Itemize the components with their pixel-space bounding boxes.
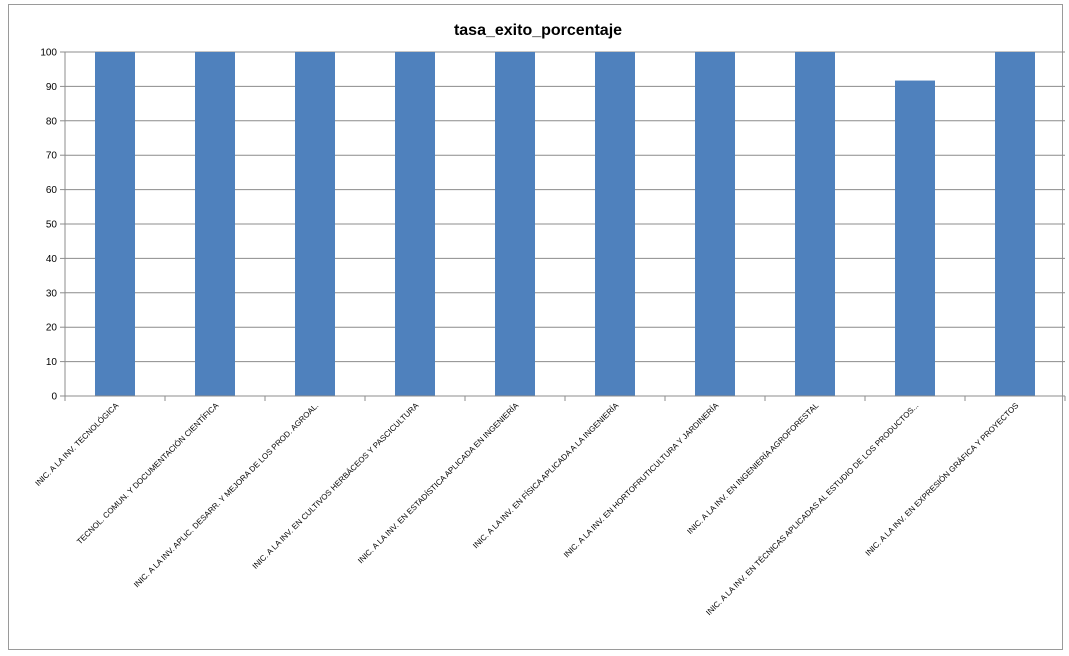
chart-title: tasa_exito_porcentaje	[454, 22, 622, 39]
bar	[695, 52, 735, 396]
bar	[595, 52, 635, 396]
y-axis-ticks: 0 10 20 30 40 50 60 70 80 90 100	[40, 48, 57, 403]
bar	[195, 52, 235, 396]
y-tick-label: 100	[40, 48, 57, 59]
x-tick-label: INIC. A LA INV. EN HORTOFRUTICULTURA Y J…	[562, 401, 721, 560]
y-tick-label: 50	[46, 220, 58, 231]
bar	[895, 80, 935, 396]
y-tick-label: 80	[46, 116, 58, 127]
x-tick-label: INIC. A LA INV. EN EXPRESIÓN GRÁFICA Y P…	[864, 401, 1021, 558]
bar	[795, 52, 835, 396]
x-tick-label: INIC. A LA INV. EN TÉCNICAS APLICADAS AL…	[704, 401, 920, 617]
axes	[60, 51, 1066, 401]
x-tick-label: INIC. A LA INV. APLIC. DESARR. Y MEJORA …	[132, 401, 320, 589]
x-tick-label: INIC. A LA INV. EN CULTIVOS HERBÁCEOS Y …	[251, 401, 421, 571]
y-tick-label: 90	[46, 82, 58, 93]
bar	[395, 52, 435, 396]
x-tick-label: INIC. A LA INV. EN ESTADÍSTICA APLICADA …	[356, 401, 521, 566]
y-tick-label: 60	[46, 185, 58, 196]
x-tick-label: INIC. A LA INV. TECNOLÓGICA	[34, 401, 121, 488]
y-tick-label: 70	[46, 151, 58, 162]
y-tick-label: 0	[51, 392, 57, 403]
y-tick-label: 40	[46, 254, 58, 265]
bars	[95, 52, 1035, 396]
y-tick-label: 10	[46, 357, 58, 368]
bar	[95, 52, 135, 396]
y-tick-label: 20	[46, 323, 58, 334]
bar	[995, 52, 1035, 396]
bar	[495, 52, 535, 396]
y-tick-label: 30	[46, 288, 58, 299]
bar	[295, 52, 335, 396]
